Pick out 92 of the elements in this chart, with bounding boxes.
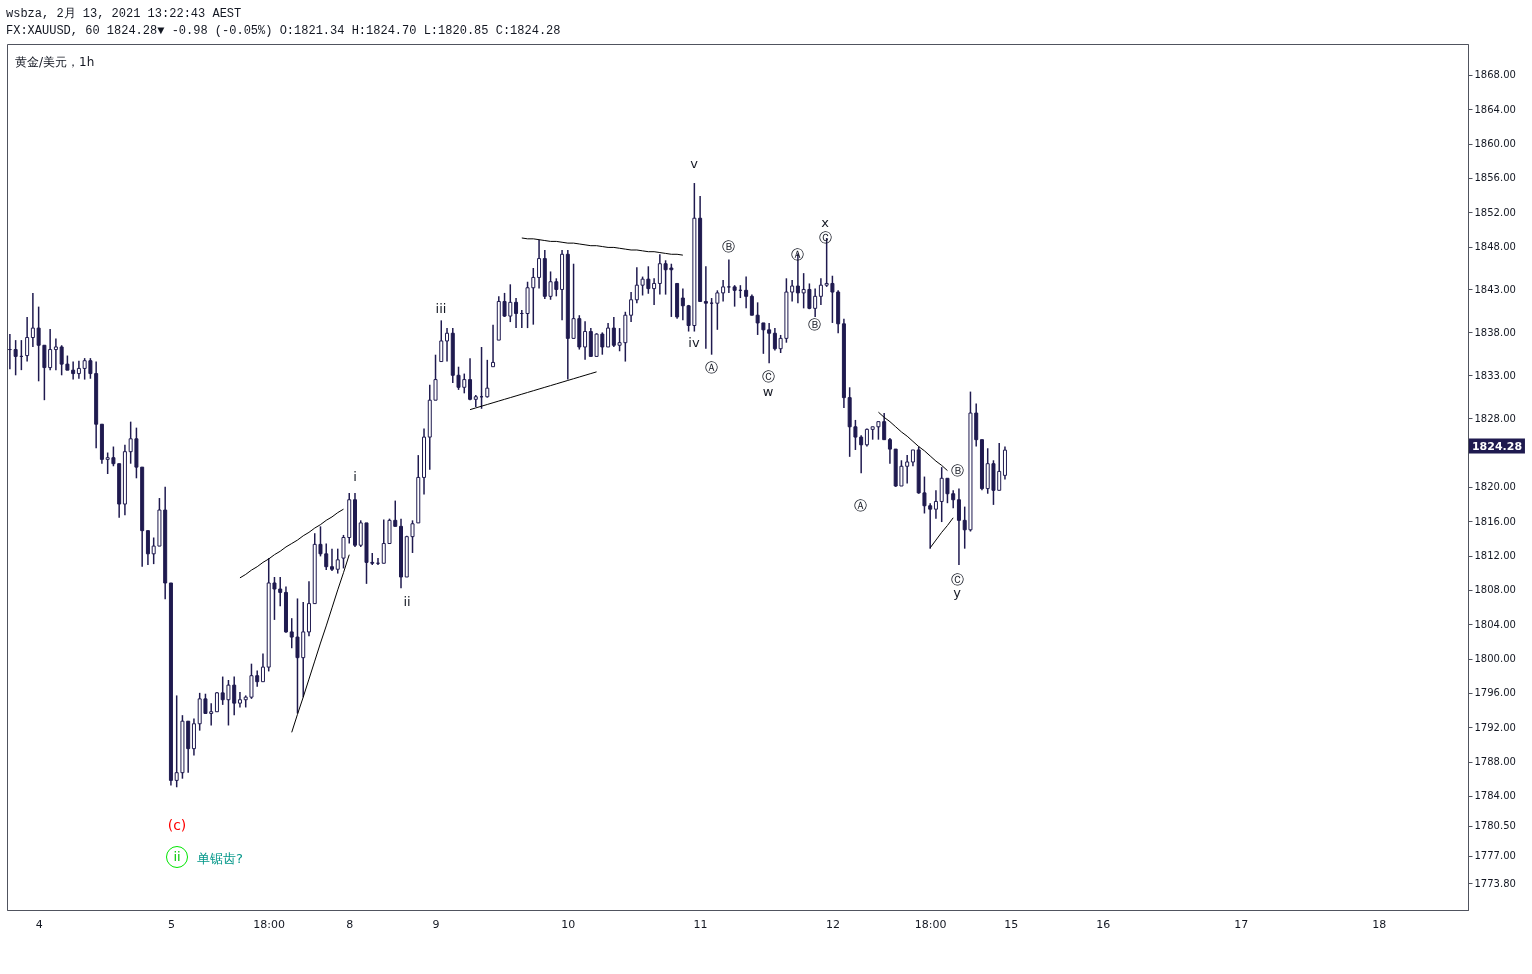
y-tick-label: 1864.00 (1474, 103, 1516, 115)
x-tick-label: 18:00 (914, 917, 947, 931)
candlestick (13, 339, 18, 377)
candlestick (629, 291, 634, 323)
candlestick (491, 323, 496, 368)
y-tick-label: 1800.00 (1474, 653, 1516, 665)
y-tick-label: 1820.00 (1474, 481, 1516, 493)
y-tick-label: 1868.00 (1474, 69, 1516, 81)
candlestick (956, 487, 961, 566)
y-tick-label: 1856.00 (1474, 172, 1516, 184)
text: 黄金/美元，1h (15, 54, 95, 71)
x-tick-label: 18:00 (253, 917, 286, 931)
candlestick (439, 319, 444, 363)
line-series (929, 517, 954, 549)
x-tick-label: 5 (167, 917, 175, 931)
candlestick (260, 652, 265, 683)
y-tick-label: 1773.80 (1474, 877, 1516, 889)
candlestick (445, 327, 450, 363)
line-series (521, 237, 684, 256)
candlestick (335, 547, 340, 575)
y-tick-label: 1796.00 (1474, 687, 1516, 699)
y-tick-label: 1808.00 (1474, 584, 1516, 596)
annotation: iii (435, 300, 447, 316)
y-tick-label: 1804.00 (1474, 618, 1516, 630)
y-tick-label: 1816.00 (1474, 515, 1516, 527)
annotation: Ⓐ (704, 359, 718, 375)
annotation: Ⓑ (807, 316, 821, 332)
line-series (239, 508, 344, 579)
text: FX:XAUUSD, 60 1824.28▼ -0.98 (-0.05%) O:1821.34 H:1824.70 L:1820.85 C:1824.28 (6, 24, 561, 38)
annotation: Ⓑ (950, 462, 964, 478)
y-tick-label: 1780.50 (1474, 820, 1516, 832)
candlestick (606, 322, 611, 348)
line-series (469, 371, 598, 411)
annotation: Ⓑ (721, 238, 735, 254)
y-tick-label: 1828.00 (1474, 412, 1516, 424)
candlestick (726, 258, 731, 294)
line-series (877, 411, 948, 472)
annotation: Ⓒ (761, 368, 775, 384)
annotation: Ⓐ (853, 497, 867, 513)
candlestick (485, 359, 490, 399)
candlestick (732, 284, 737, 308)
annotation: x (821, 214, 829, 230)
x-tick-label: 8 (346, 917, 354, 931)
y-tick-label: 1777.00 (1474, 850, 1516, 862)
annotation: Ⓒ (818, 229, 832, 245)
y-tick-label: 1788.00 (1474, 756, 1516, 768)
candlestick (329, 547, 334, 572)
annotation: Ⓒ (950, 571, 964, 587)
x-tick-label: 11 (693, 917, 708, 931)
text: 1824.28 (1468, 438, 1526, 454)
x-tick-label: 9 (432, 917, 440, 931)
candlestick (214, 691, 219, 713)
candlestick (514, 297, 519, 329)
x-tick-label: 18 (1372, 917, 1387, 931)
line-series (291, 554, 350, 733)
x-tick-label: 15 (1004, 917, 1019, 931)
annotation: Ⓐ (790, 246, 804, 262)
x-tick-label: 4 (35, 917, 43, 931)
annotation: i (353, 468, 357, 484)
candlestick (703, 265, 708, 350)
annotation: ii (403, 593, 411, 609)
y-tick-label: 1838.00 (1474, 326, 1516, 338)
y-tick-label: 1784.00 (1474, 790, 1516, 802)
candlestick (933, 489, 938, 520)
candlestick (145, 529, 150, 566)
candlestick (583, 320, 588, 361)
y-tick-label: 1833.00 (1474, 369, 1516, 381)
candlestick (744, 275, 749, 310)
x-tick-label: 12 (825, 917, 840, 931)
y-tick-label: 1812.00 (1474, 550, 1516, 562)
x-tick-label: 16 (1096, 917, 1111, 931)
text: wsbza, 2月 13, 2021 13:22:43 AEST (6, 7, 242, 21)
candlestick (76, 359, 81, 380)
candlestick (652, 277, 657, 306)
candlestick (818, 277, 823, 306)
annotation: w (762, 383, 774, 399)
annotation: iv (688, 334, 700, 350)
candlestick (537, 238, 542, 290)
candlestick (887, 437, 892, 465)
y-tick-label: 1860.00 (1474, 138, 1516, 150)
x-tick-label: 17 (1234, 917, 1249, 931)
y-tick-label: 1843.00 (1474, 283, 1516, 295)
y-tick-label: 1852.00 (1474, 206, 1516, 218)
annotation: v (690, 155, 698, 171)
annotation: ii (166, 846, 188, 868)
annotation: 单锯齿? (197, 850, 243, 866)
y-tick-label: 1792.00 (1474, 721, 1516, 733)
x-tick-label: 10 (561, 917, 576, 931)
candlestick (468, 357, 473, 401)
annotation: (c) (167, 817, 187, 833)
y-tick-label: 1848.00 (1474, 241, 1516, 253)
candlestick (25, 316, 30, 363)
